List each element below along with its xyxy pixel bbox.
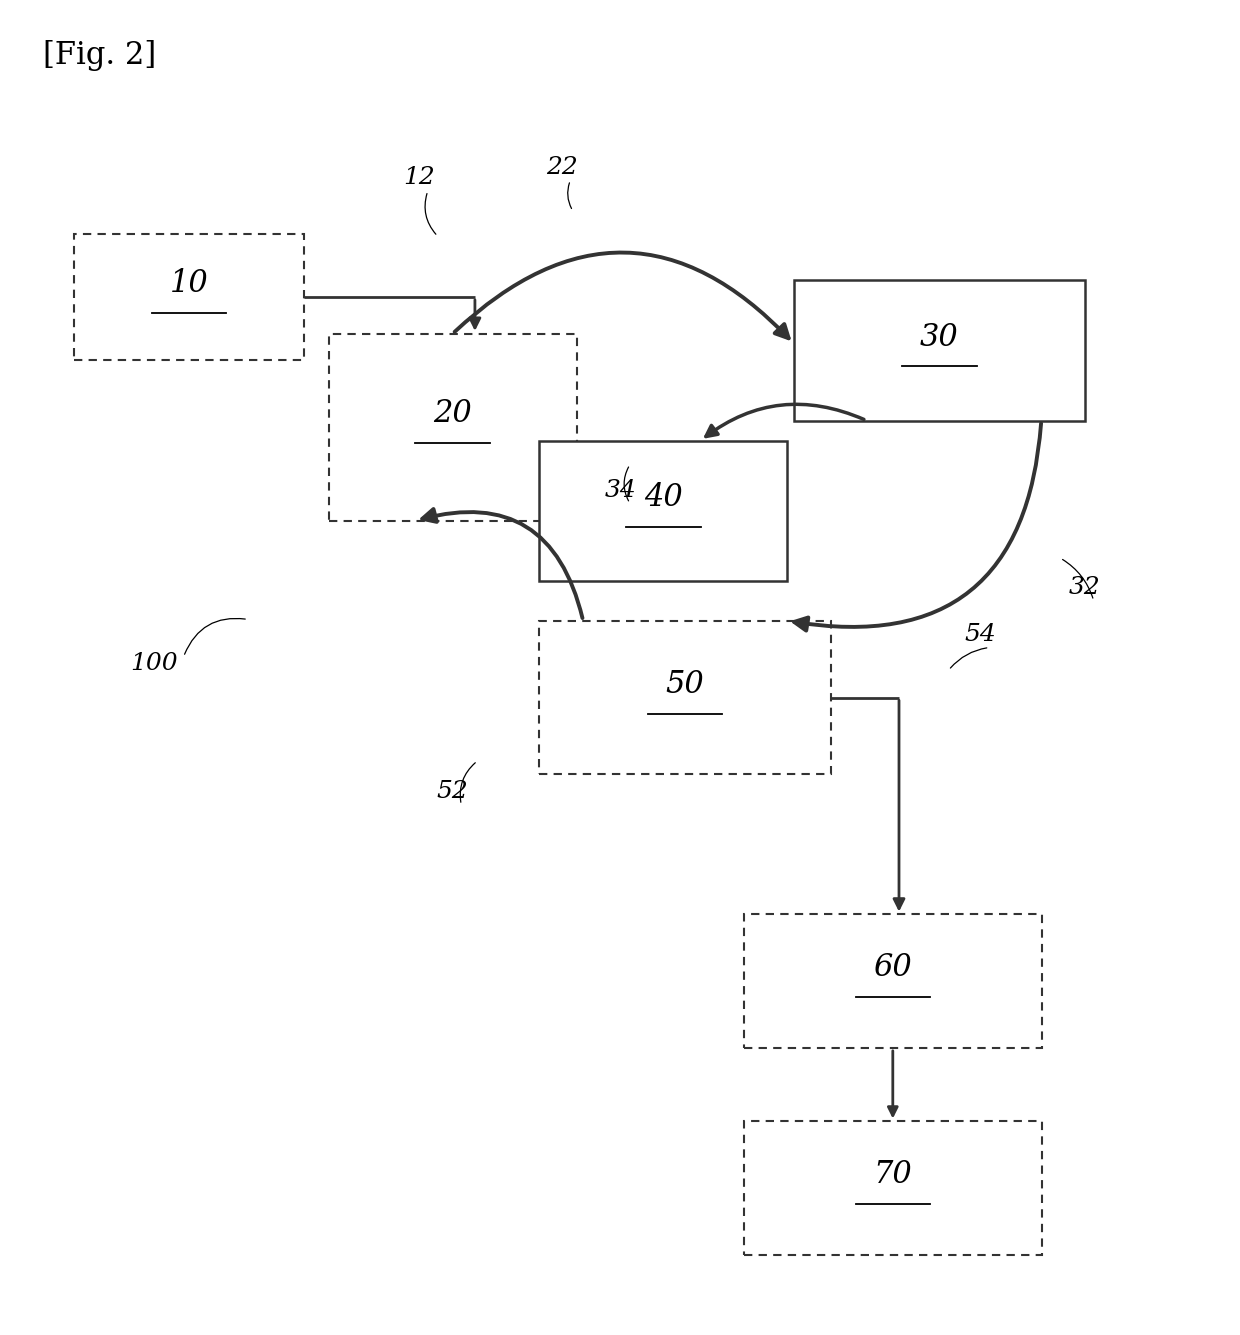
Text: [Fig. 2]: [Fig. 2] xyxy=(43,40,156,71)
Bar xyxy=(539,621,831,774)
Text: 50: 50 xyxy=(666,669,704,700)
Text: 34: 34 xyxy=(605,479,637,502)
Text: 60: 60 xyxy=(873,952,913,984)
Text: 40: 40 xyxy=(644,482,683,513)
Bar xyxy=(329,334,577,521)
Bar xyxy=(744,1121,1042,1255)
Text: 10: 10 xyxy=(170,268,208,299)
Bar xyxy=(539,441,787,581)
Text: 30: 30 xyxy=(920,322,959,352)
Text: 70: 70 xyxy=(873,1159,913,1191)
Text: 20: 20 xyxy=(433,398,472,430)
Bar xyxy=(74,234,304,360)
Text: 100: 100 xyxy=(130,653,177,676)
Text: 52: 52 xyxy=(436,781,469,804)
Text: 12: 12 xyxy=(403,167,435,190)
Text: 22: 22 xyxy=(546,156,578,179)
Bar xyxy=(794,280,1085,421)
Text: 32: 32 xyxy=(1069,577,1101,599)
Text: 54: 54 xyxy=(965,623,997,646)
Bar xyxy=(744,914,1042,1048)
